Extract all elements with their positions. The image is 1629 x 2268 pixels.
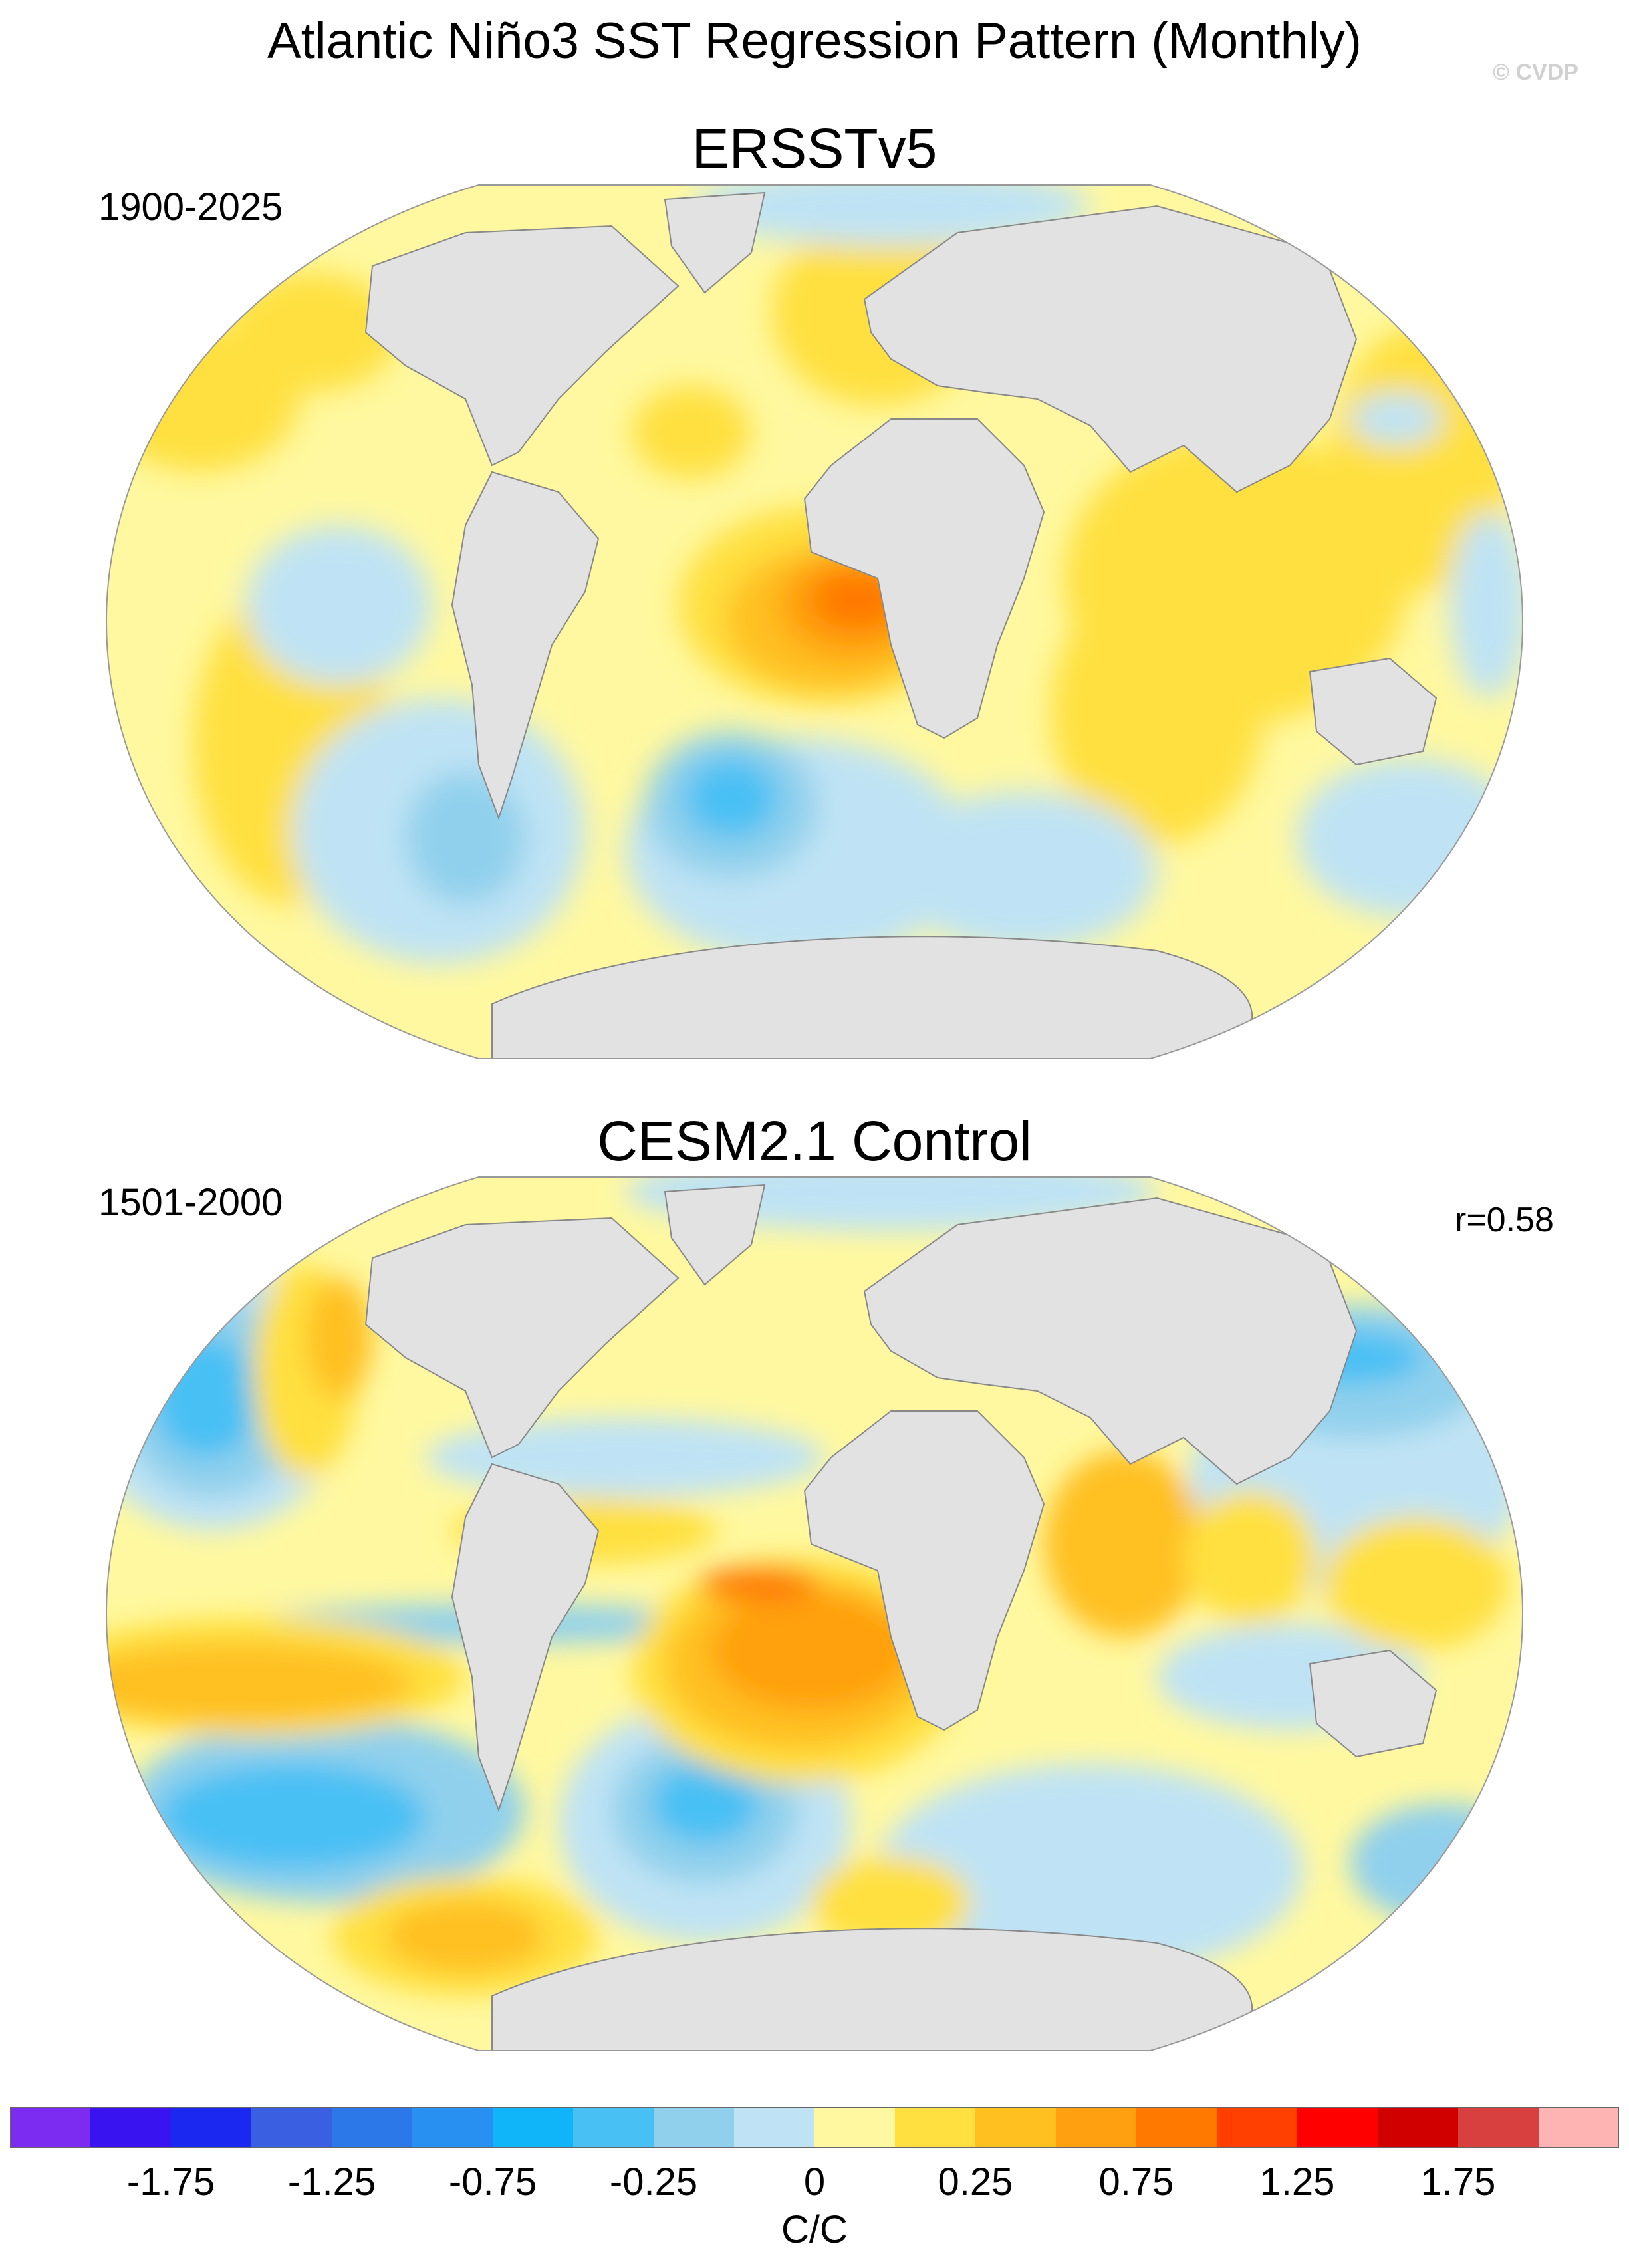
colorbar-tick-label: -0.25 (609, 2160, 698, 2204)
colorbar-swatch (493, 2108, 574, 2148)
colorbar-tick-label: 1.25 (1259, 2160, 1335, 2204)
watermark: © CVDP (1493, 60, 1578, 85)
colorbar-swatch (90, 2108, 172, 2148)
colorbar-frame (10, 2107, 1619, 2148)
map-cesm21-field (106, 1177, 1523, 2051)
colorbar-swatch (1297, 2108, 1378, 2148)
land-masses (364, 191, 1438, 1059)
colorbar-swatch (1136, 2108, 1217, 2148)
colorbar (10, 2107, 1619, 2148)
panel-2-correlation: r=0.58 (1455, 1201, 1554, 1239)
colorbar-swatch (573, 2108, 654, 2148)
colorbar-tick-label: -1.75 (126, 2160, 215, 2204)
colorbar-tick-label: 1.75 (1420, 2160, 1496, 2204)
land-masses-2 (364, 1184, 1438, 2051)
colorbar-swatch (814, 2108, 896, 2148)
colorbar-tick-label: 0.75 (1098, 2160, 1174, 2204)
colorbar-swatch (1056, 2108, 1137, 2148)
colorbar-swatch (251, 2108, 332, 2148)
colorbar-swatch (975, 2108, 1057, 2148)
colorbar-tick-label: 0.25 (938, 2160, 1013, 2204)
colorbar-swatch (10, 2108, 91, 2148)
colorbar-swatch (1539, 2108, 1619, 2148)
panel-2-title: CESM2.1 Control (597, 1110, 1032, 1172)
map-ersstv5-border (105, 184, 1524, 1059)
colorbar-swatch (895, 2108, 976, 2148)
colorbar-tick-label: 0 (803, 2160, 826, 2204)
map-ersstv5-field (106, 185, 1523, 1059)
panel-1-period: 1900-2025 (98, 186, 283, 229)
colorbar-tick-label: -1.25 (287, 2160, 376, 2204)
map-cesm21-control (105, 1176, 1524, 2051)
colorbar-swatch (171, 2108, 252, 2148)
map-ersstv5 (105, 184, 1524, 1059)
figure-title: Atlantic Niño3 SST Regression Pattern (M… (267, 13, 1362, 69)
colorbar-swatch (1217, 2108, 1298, 2148)
panel-1-title: ERSSTv5 (691, 117, 938, 180)
map-cesm21-border (105, 1176, 1524, 2051)
colorbar-tick-label: -0.75 (448, 2160, 537, 2204)
panel-2-period: 1501-2000 (98, 1181, 283, 1224)
colorbar-swatch (412, 2108, 493, 2148)
colorbar-swatch (734, 2108, 815, 2148)
colorbar-units: C/C (781, 2208, 848, 2251)
colorbar-swatch (654, 2108, 735, 2148)
colorbar-swatch (1378, 2108, 1459, 2148)
colorbar-swatch (1458, 2108, 1539, 2148)
colorbar-swatch (332, 2108, 413, 2148)
